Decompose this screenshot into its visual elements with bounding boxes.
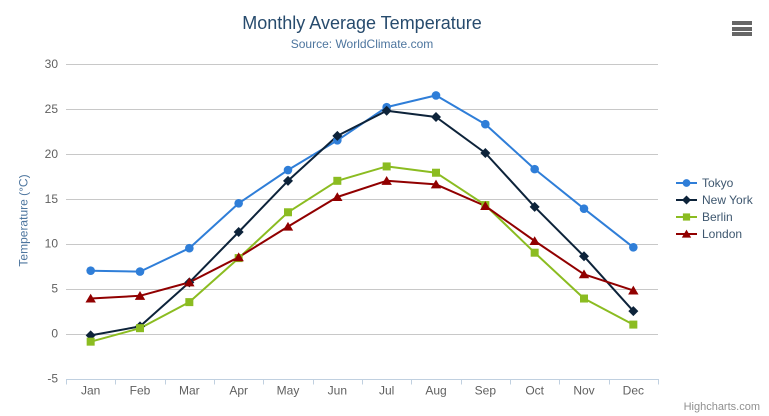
y-axis-tick-label: 5 [51, 282, 58, 296]
point-tokyo-sep[interactable] [481, 119, 490, 129]
legend: Tokyo New York Berlin London [676, 174, 753, 242]
legend-circle-icon [676, 178, 697, 187]
point-berlin-jan[interactable] [86, 337, 95, 346]
export-menu-button[interactable] [732, 21, 752, 36]
point-tokyo-mar[interactable] [185, 243, 194, 253]
point-london-jun[interactable] [332, 192, 343, 201]
point-tokyo-oct[interactable] [530, 164, 539, 174]
x-axis-tick-label: Jan [81, 384, 100, 398]
point-new-york-nov[interactable] [579, 251, 589, 262]
series-line-new-york[interactable] [89, 109, 635, 337]
point-berlin-dec[interactable] [629, 320, 638, 329]
credits-link[interactable]: Highcharts.com [683, 401, 760, 413]
point-new-york-aug[interactable] [431, 112, 441, 123]
series-line-london[interactable] [89, 179, 635, 300]
legend-marker [682, 212, 691, 221]
legend-triangle-icon [676, 229, 697, 238]
point-london-sep[interactable] [480, 201, 491, 210]
series-line-berlin[interactable] [89, 165, 635, 343]
legend-label: London [702, 226, 743, 241]
series-line-tokyo[interactable] [89, 94, 635, 273]
point-tokyo-feb[interactable] [135, 267, 145, 276]
point-new-york-jun[interactable] [332, 130, 343, 141]
point-new-york-apr[interactable] [233, 227, 244, 238]
chart-subtitle: Source: WorldClimate.com [290, 37, 434, 51]
chart-title: Monthly Average Temperature [242, 13, 482, 33]
legend-diamond-icon [676, 195, 697, 204]
point-tokyo-apr[interactable] [234, 198, 243, 208]
point-london-apr[interactable] [233, 252, 244, 262]
point-berlin-oct[interactable] [530, 248, 539, 257]
point-tokyo-jan[interactable] [86, 266, 95, 275]
point-london-aug[interactable] [430, 179, 442, 189]
point-new-york-sep[interactable] [480, 147, 491, 158]
legend-label: Berlin [702, 209, 733, 224]
legend-marker [682, 195, 691, 204]
point-london-jul[interactable] [381, 176, 392, 185]
x-axis-tick-label: Sep [475, 384, 497, 398]
x-axis-tick-label: May [277, 384, 300, 398]
x-axis-tick-label: Apr [229, 384, 248, 398]
point-tokyo-aug[interactable] [431, 91, 441, 100]
x-axis-tick-label: Nov [573, 384, 594, 398]
point-tokyo-dec[interactable] [629, 243, 638, 252]
y-axis-tick-label: -5 [47, 372, 58, 386]
y-axis-tick-label: 0 [51, 327, 58, 341]
y-axis-tick-label: 25 [45, 102, 59, 116]
x-axis-tick-label: Dec [623, 384, 644, 398]
point-berlin-jun[interactable] [333, 176, 342, 185]
point-new-york-dec[interactable] [628, 306, 639, 317]
x-axis-tick-label: Oct [525, 384, 544, 398]
point-london-oct[interactable] [529, 236, 540, 246]
legend-item-berlin[interactable]: Berlin [676, 208, 753, 225]
point-new-york-oct[interactable] [529, 201, 540, 212]
point-berlin-aug[interactable] [432, 168, 440, 177]
point-london-dec[interactable] [628, 285, 639, 295]
legend-marker [681, 229, 692, 238]
point-new-york-jul[interactable] [381, 105, 392, 116]
point-london-may[interactable] [282, 221, 294, 231]
y-axis-tick-label: 10 [45, 237, 59, 251]
y-axis-tick-label: 20 [45, 147, 59, 161]
legend-square-icon [676, 212, 697, 221]
point-tokyo-nov[interactable] [579, 204, 589, 213]
legend-item-tokyo[interactable]: Tokyo [676, 174, 753, 191]
point-london-mar[interactable] [184, 277, 195, 287]
x-axis-tick-label: Mar [179, 384, 200, 398]
legend-marker [682, 178, 691, 187]
x-axis-tick-label: Feb [130, 384, 151, 398]
point-berlin-nov[interactable] [580, 294, 588, 303]
point-london-jan[interactable] [85, 293, 96, 303]
point-new-york-may[interactable] [283, 175, 293, 186]
point-berlin-jul[interactable] [382, 162, 391, 171]
x-axis-tick-label: Jun [328, 384, 347, 398]
point-berlin-feb[interactable] [136, 324, 144, 333]
legend-label: New York [702, 192, 753, 207]
y-axis-tick-label: 30 [45, 57, 59, 71]
hamburger-icon [732, 21, 752, 36]
point-london-feb[interactable] [134, 291, 146, 300]
point-berlin-may[interactable] [284, 208, 292, 217]
point-london-nov[interactable] [578, 269, 590, 279]
legend-item-new-york[interactable]: New York [676, 191, 753, 208]
legend-item-london[interactable]: London [676, 225, 753, 242]
legend-label: Tokyo [702, 175, 734, 190]
y-axis-title: Temperature (°C) [16, 174, 31, 267]
y-axis-tick-label: 15 [45, 192, 59, 206]
x-axis-tick-label: Aug [425, 384, 446, 398]
point-tokyo-may[interactable] [283, 165, 293, 175]
point-berlin-mar[interactable] [185, 298, 194, 307]
x-axis-tick-label: Jul [379, 384, 394, 398]
